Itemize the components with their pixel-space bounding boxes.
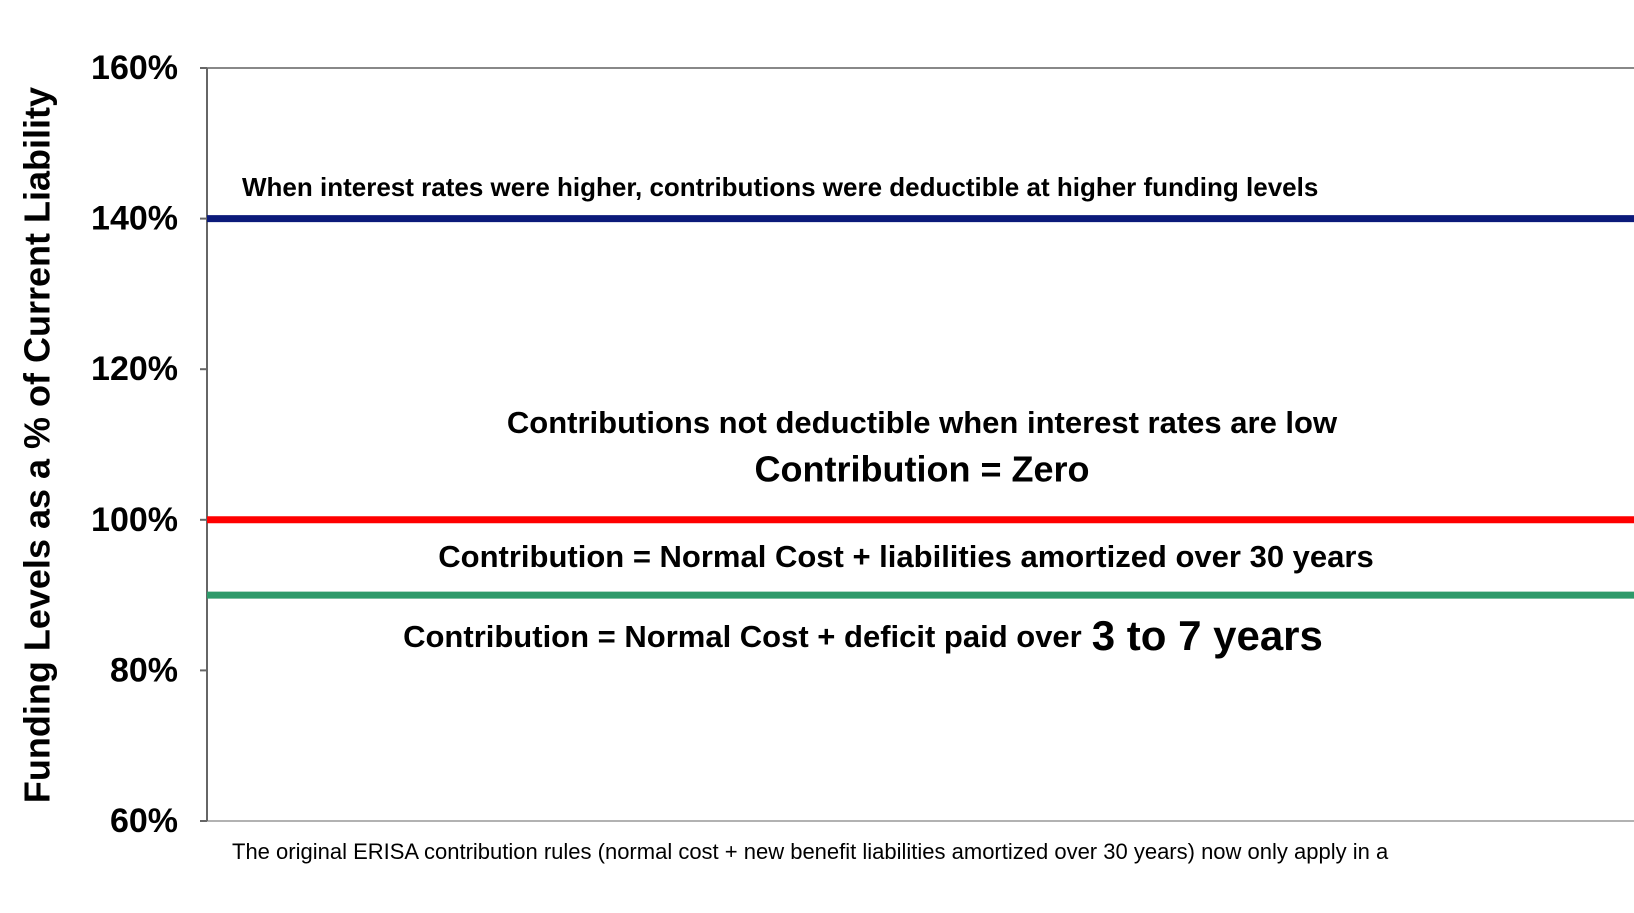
y-tick-label: 120% [91, 350, 178, 388]
annotation: Contribution = Normal Cost + deficit pai… [403, 612, 1323, 659]
y-tick-label: 60% [110, 802, 178, 840]
annotation: Contributions not deductible when intere… [507, 405, 1338, 440]
y-tick-label: 80% [110, 651, 178, 689]
y-tick-label: 140% [91, 200, 178, 238]
annotation-emphasis: 3 to 7 years [1092, 612, 1323, 659]
y-axis-label: Funding Levels as a % of Current Liabili… [17, 87, 58, 803]
annotation-part: Contribution = Normal Cost + deficit pai… [403, 619, 1082, 654]
annotation: Contribution = Normal Cost + liabilities… [438, 539, 1373, 574]
footnote: The original ERISA contribution rules (n… [232, 839, 1389, 864]
annotation: Contribution = Zero [755, 449, 1090, 490]
annotation: When interest rates were higher, contrib… [242, 172, 1318, 202]
y-tick-label: 160% [91, 49, 178, 87]
y-tick-label: 100% [91, 501, 178, 539]
